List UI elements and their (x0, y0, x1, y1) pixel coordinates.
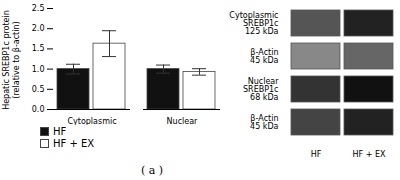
svg-text:1.5: 1.5 (32, 44, 45, 53)
svg-text:0.0: 0.0 (32, 105, 45, 114)
html-text:HF: HF (53, 125, 67, 137)
svg-text:Cytoplasmic: Cytoplasmic (67, 117, 116, 125)
html-text:Hepatic SREBP1c protein (relat: Hepatic SREBP1c protein (relative to β-a… (2, 10, 21, 110)
svg-text:2.5: 2.5 (32, 4, 45, 13)
svg-text:0.5: 0.5 (32, 85, 45, 94)
svg-text:1.0: 1.0 (32, 65, 45, 74)
svg-text:CytoplasmicSREBP1c125 kDa: CytoplasmicSREBP1c125 kDa (229, 11, 278, 36)
svg-text:β-Actin45 kDa: β-Actin45 kDa (250, 114, 279, 131)
svg-text:2.0: 2.0 (32, 24, 45, 33)
html-text:HF + EX: HF + EX (53, 137, 95, 149)
svg-text:HF + EX: HF + EX (353, 150, 386, 158)
svg-text:Nuclear: Nuclear (167, 117, 199, 125)
svg-text:HF: HF (311, 150, 322, 158)
svg-text:β-Actin45 kDa: β-Actin45 kDa (250, 48, 279, 65)
svg-text:NuclearSREBP1c68 kDa: NuclearSREBP1c68 kDa (243, 77, 279, 102)
html-text:( a ): ( a ) (140, 164, 164, 177)
